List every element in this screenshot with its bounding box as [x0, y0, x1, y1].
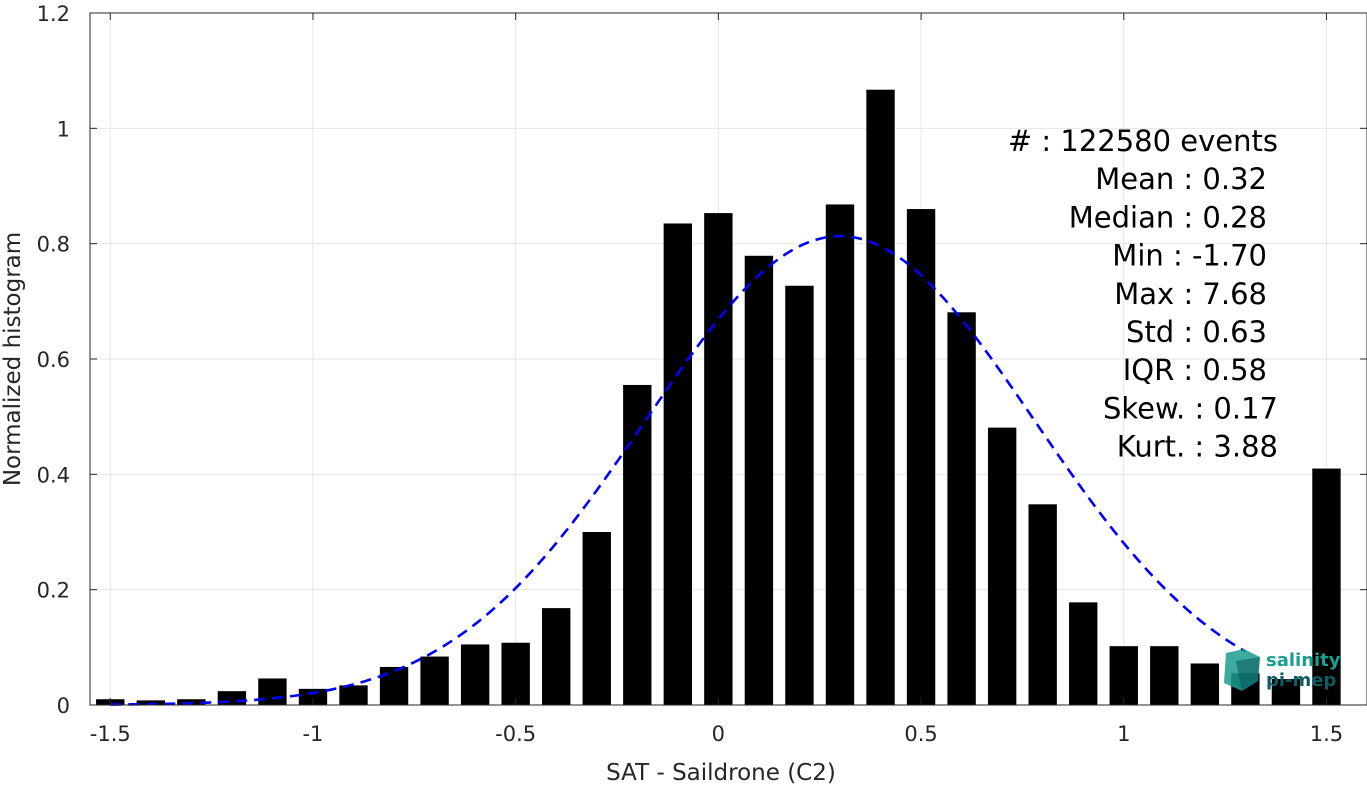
histogram-bar: [623, 384, 652, 705]
normal-fit-curve: [110, 234, 1247, 706]
y-tick-label: 1.2: [37, 2, 70, 26]
histogram-bar: [825, 204, 855, 705]
y-tick-label: 0.2: [37, 579, 70, 603]
logo-mark-shade-icon: [1236, 657, 1260, 691]
histogram-bar: [663, 223, 693, 705]
x-tick-label: 1: [1117, 722, 1130, 746]
histogram-bar: [744, 255, 774, 705]
stat-line: Mean : 0.32: [1095, 162, 1267, 196]
histogram-bar: [785, 285, 814, 705]
stat-line: Median : 0.28: [1069, 200, 1267, 234]
y-axis-label: Normalized histogram: [0, 232, 26, 486]
histogram-bar: [460, 644, 490, 705]
histogram-bar: [379, 666, 409, 705]
logo-text-salinity: salinity: [1266, 650, 1341, 671]
histogram-bar: [866, 89, 895, 706]
histogram-bar: [258, 678, 287, 705]
x-tick-label: -1.5: [90, 722, 131, 746]
histogram-bar: [542, 608, 571, 705]
histogram-bar: [420, 656, 449, 705]
stat-line: Skew. : 0.17: [1103, 391, 1278, 425]
histogram-bar: [1271, 679, 1301, 705]
salinity-pi-mep-logo: salinity pi-mep: [1224, 649, 1341, 691]
stat-line: Kurt. : 3.88: [1117, 430, 1278, 464]
histogram-bar: [947, 312, 976, 705]
y-axis-ticks: 0 0.2 0.4 0.6 0.8 1 1.2: [37, 2, 1367, 718]
histogram-bar: [1069, 602, 1098, 705]
histogram-bar: [987, 427, 1017, 705]
statistics-annotation: # : 122580 events Mean : 0.32 Median : 0.2…: [1008, 124, 1278, 464]
histogram-bar: [704, 213, 733, 705]
histogram-bar: [1190, 663, 1220, 705]
histogram-bar: [1109, 646, 1138, 705]
histogram-bar: [339, 685, 368, 705]
histogram-bar: [501, 642, 530, 705]
histogram-bar: [1028, 504, 1057, 705]
x-tick-label: 0: [712, 722, 725, 746]
x-tick-label: -1: [302, 722, 323, 746]
y-tick-label: 0.4: [37, 463, 70, 487]
y-tick-label: 0: [57, 694, 70, 718]
stat-line: Min : -1.70: [1112, 239, 1267, 273]
x-axis-label: SAT - Saildrone (C2): [606, 760, 836, 785]
histogram-bar: [298, 688, 328, 705]
histogram-bar: [906, 209, 936, 706]
histogram-bar: [1312, 468, 1341, 705]
x-tick-label: -0.5: [495, 722, 536, 746]
histogram-bar: [582, 532, 611, 705]
stat-line: Std : 0.63: [1126, 315, 1267, 349]
y-tick-label: 0.6: [37, 348, 70, 372]
x-tick-label: 1.5: [1310, 722, 1343, 746]
histogram-bar: [136, 700, 165, 705]
stat-line: IQR : 0.58: [1123, 353, 1267, 387]
histogram-bar: [1150, 646, 1179, 705]
stat-line: # : 122580 events: [1008, 124, 1278, 158]
logo-text-pimep: pi-mep: [1266, 670, 1336, 691]
y-tick-label: 1: [57, 117, 70, 141]
histogram-bars: [96, 89, 1341, 706]
stat-line: Max : 7.68: [1114, 277, 1267, 311]
y-tick-label: 0.8: [37, 233, 70, 257]
x-axis-ticks: -1.5 -1 -0.5 0 0.5 1 1.5: [90, 13, 1343, 746]
x-tick-label: 0.5: [904, 722, 937, 746]
